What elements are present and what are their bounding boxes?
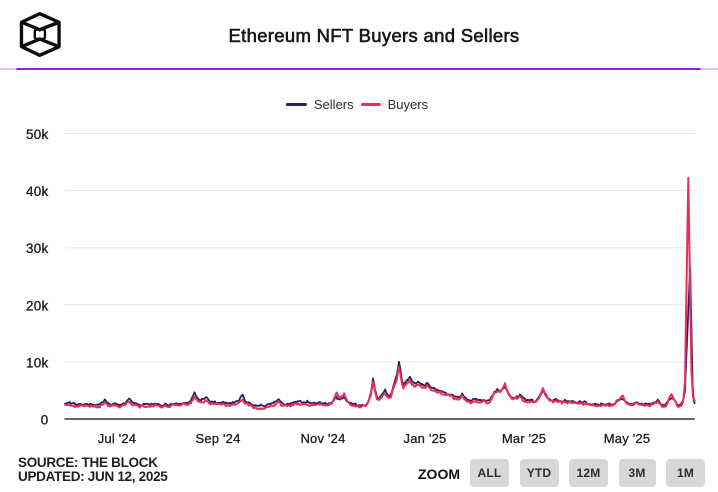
svg-text:40k: 40k [26,184,49,199]
svg-text:Nov '24: Nov '24 [300,431,345,446]
svg-text:Jan '25: Jan '25 [404,431,447,446]
svg-text:20k: 20k [26,298,49,313]
svg-text:0: 0 [41,413,49,428]
svg-text:10k: 10k [26,355,49,370]
svg-text:50k: 50k [26,127,49,142]
svg-text:Mar '25: Mar '25 [502,431,546,446]
svg-text:Jul '24: Jul '24 [98,431,137,446]
svg-text:Sep '24: Sep '24 [195,431,240,446]
svg-text:30k: 30k [26,241,49,256]
svg-text:May '25: May '25 [604,431,651,446]
